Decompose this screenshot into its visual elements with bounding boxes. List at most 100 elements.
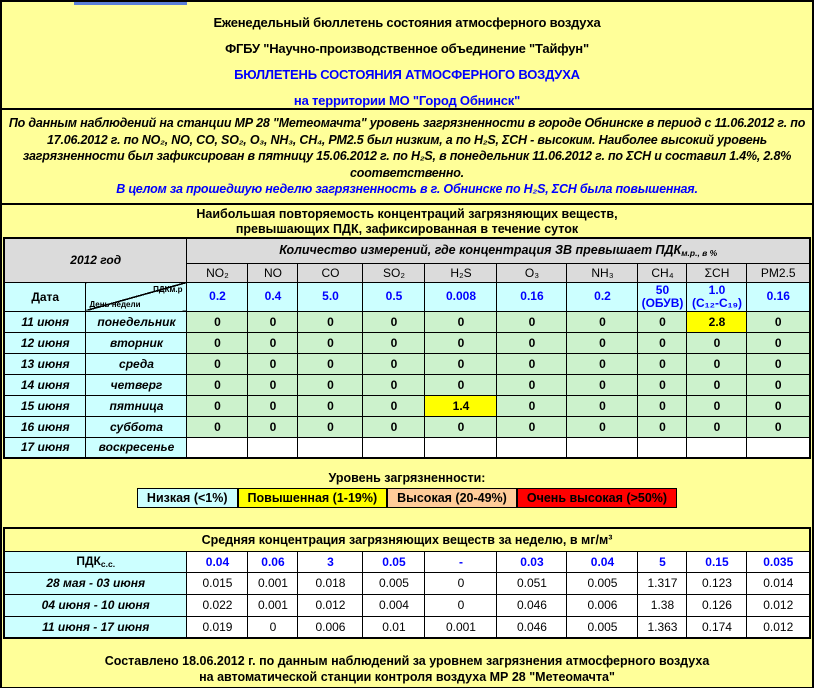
exceedance-table: 2012 год Количество измерений, где конце… <box>2 237 812 459</box>
table-row: 17 июня воскресенье <box>3 436 811 459</box>
exceedance-value-cell: 0 <box>424 415 498 438</box>
exceedance-value-cell: 0 <box>566 331 639 354</box>
average-value-cell: 0.001 <box>247 571 299 595</box>
date-cell: 11 июня <box>3 310 87 333</box>
pdk-mr-value: 0.2 <box>186 281 249 312</box>
average-value-cell: 0.004 <box>362 593 426 617</box>
average-value-cell: 0.015 <box>186 571 249 595</box>
average-value-cell: 0.014 <box>746 571 811 595</box>
exceedance-value-cell: 0 <box>297 352 364 375</box>
exceedance-value-cell: 0 <box>297 373 364 396</box>
legend-item: Очень высокая (>50%) <box>516 488 678 508</box>
exceedance-value-cell: 0 <box>247 310 299 333</box>
exceedance-value-cell <box>746 436 811 459</box>
average-value-cell: 0.012 <box>746 593 811 617</box>
average-value-cell: 0.005 <box>566 615 639 639</box>
exceedance-value-cell: 2.8 <box>686 310 748 333</box>
exceedance-value-cell <box>186 436 249 459</box>
pdk-mr-value: 0.16 <box>746 281 811 312</box>
pdk-mr-value: 0.2 <box>566 281 639 312</box>
exceedance-value-cell: 0 <box>637 331 688 354</box>
exceedance-value-cell <box>686 436 748 459</box>
legend-row: Низкая (<1%) Повышенная (1-19%) Высокая (2… <box>2 488 812 508</box>
average-value-cell: 0.012 <box>746 615 811 639</box>
pollutant-header: NO <box>247 262 299 283</box>
exceedance-value-cell: 0 <box>247 394 299 417</box>
diagonal-split-cell: ПДКм.р День недели <box>85 281 188 312</box>
diag-pdk-label: ПДКм.р <box>153 284 183 294</box>
average-value-cell: 0.018 <box>297 571 364 595</box>
table1-title-line-1: Наибольшая повторяемость концентраций за… <box>196 207 618 221</box>
date-cell: 15 июня <box>3 394 87 417</box>
pdk-ss-label-cell: ПДКс.с. <box>3 550 188 573</box>
pollutant-header: CH₄ <box>637 262 688 283</box>
header-line-2: ФГБУ "Научно-производственное объединени… <box>225 41 589 56</box>
pollutant-header: CO <box>297 262 364 283</box>
average-value-cell: 0 <box>247 615 299 639</box>
date-cell: 12 июня <box>3 331 87 354</box>
exceedance-value-cell: 0 <box>297 415 364 438</box>
average-value-cell: 0 <box>424 571 498 595</box>
exceedance-value-cell: 0 <box>496 394 568 417</box>
exceedance-value-cell <box>637 436 688 459</box>
average-value-cell: 1.363 <box>637 615 688 639</box>
exceedance-value-cell: 0 <box>637 373 688 396</box>
average-value-cell: 0.019 <box>186 615 249 639</box>
date-cell: 14 июня <box>3 373 87 396</box>
exceedance-value-cell: 0 <box>746 415 811 438</box>
exceedance-value-cell: 0 <box>362 394 426 417</box>
exceedance-value-cell: 0 <box>746 310 811 333</box>
year-cell: 2012 год <box>3 237 188 283</box>
pollutant-header: SO₂ <box>362 262 426 283</box>
table-row: 11 июня - 17 июня 0.019 0 0.006 0.01 0.001 0.0… <box>3 615 811 639</box>
exceedance-value-cell <box>297 436 364 459</box>
pdk-ss-row: ПДКс.с. 0.04 0.06 3 0.05-0.03 0.04 5 0.15 0.035 <box>3 550 811 573</box>
exceedance-value-cell: 0 <box>186 310 249 333</box>
day-cell: среда <box>85 352 188 375</box>
pdk-ss-value: 0.05 <box>362 550 426 573</box>
exceedance-value-cell: 0 <box>746 373 811 396</box>
exceedance-value-cell: 0 <box>637 310 688 333</box>
date-cell: 16 июня <box>3 415 87 438</box>
pdk-mr-value: 0.4 <box>247 281 299 312</box>
legend-item: Низкая (<1%) <box>136 488 238 508</box>
pdk-ss-value: 0.15 <box>686 550 748 573</box>
day-cell: воскресенье <box>85 436 188 459</box>
exceedance-value-cell: 0 <box>686 394 748 417</box>
diag-day-label: День недели <box>89 299 141 309</box>
exceedance-value-cell: 0 <box>186 394 249 417</box>
period-cell: 28 мая - 03 июня <box>3 571 188 595</box>
pdk-ss-value: - <box>424 550 498 573</box>
pollution-level-legend: Уровень загрязненности: Низкая (<1%) Повы… <box>2 459 812 527</box>
exceedance-value-cell: 0 <box>686 331 748 354</box>
exceedance-value-cell <box>566 436 639 459</box>
exceedance-value-cell: 0 <box>637 352 688 375</box>
exceedance-value-cell: 0 <box>424 310 498 333</box>
pollutant-header: PM2.5 <box>746 262 811 283</box>
pollutant-header: NO₂ <box>186 262 249 283</box>
exceedance-value-cell: 0 <box>362 373 426 396</box>
average-value-cell: 0.001 <box>424 615 498 639</box>
exceedance-value-cell: 0 <box>186 373 249 396</box>
measure-header-subscript: м.р., в % <box>681 248 718 259</box>
day-cell: вторник <box>85 331 188 354</box>
exceedance-value-cell: 0 <box>247 373 299 396</box>
weekly-average-table: Средняя концентрация загрязняющих вещест… <box>2 527 812 639</box>
pdk-mr-value: 50 (ОБУВ) <box>637 281 688 312</box>
average-value-cell: 0 <box>424 593 498 617</box>
exceedance-value-cell: 0 <box>186 415 249 438</box>
pdk-row: Дата ПДКм.р День недели 0.2 0.4 5.0 0.5 0.00… <box>3 281 811 312</box>
exceedance-value-cell: 0 <box>247 331 299 354</box>
pdk-mr-value: 1.0 (С₁₂-С₁₉) <box>686 281 748 312</box>
exceedance-value-cell: 0 <box>186 352 249 375</box>
measure-header-cell: Количество измерений, где концентрация З… <box>186 237 811 264</box>
exceedance-value-cell: 0 <box>186 331 249 354</box>
exceedance-value-cell: 0 <box>566 310 639 333</box>
pollutant-header: ΣCH <box>686 262 748 283</box>
pdk-mr-value: 0.16 <box>496 281 568 312</box>
table-row: 04 июня - 10 июня 0.022 0.001 0.012 0.004 0 0.… <box>3 593 811 617</box>
average-value-cell: 0.126 <box>686 593 748 617</box>
average-value-cell: 0.123 <box>686 571 748 595</box>
pollutant-header: NH₃ <box>566 262 639 283</box>
pdk-ss-value: 0.06 <box>247 550 299 573</box>
